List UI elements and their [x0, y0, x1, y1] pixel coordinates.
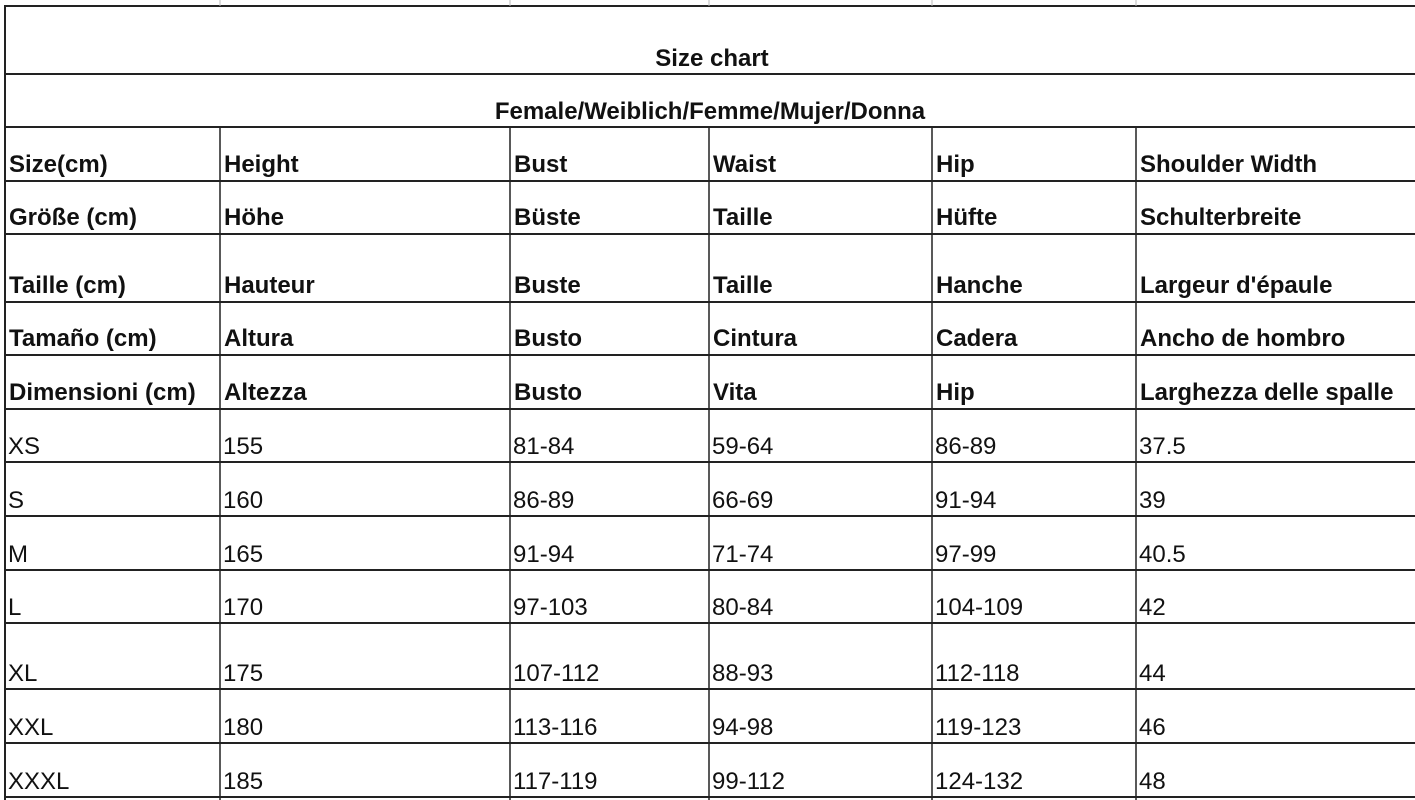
- data-cell: 94-98: [712, 714, 773, 741]
- header-cell: Größe (cm): [9, 204, 137, 231]
- header-cell: Hip: [936, 379, 975, 406]
- header-cell: Höhe: [224, 204, 284, 231]
- data-cell: 185: [223, 768, 263, 795]
- header-cell: Hüfte: [936, 204, 997, 231]
- data-cell: 113-116: [513, 714, 598, 741]
- header-cell: Larghezza delle spalle: [1140, 379, 1393, 406]
- data-cell: 160: [223, 487, 263, 514]
- data-cell: 170: [223, 594, 263, 621]
- header-cell: Büste: [514, 204, 581, 231]
- header-cell: Hanche: [936, 272, 1023, 299]
- data-cell: XS: [8, 433, 40, 460]
- data-cell: 88-93: [712, 660, 773, 687]
- header-cell: Ancho de hombro: [1140, 325, 1345, 352]
- data-cell: 97-103: [513, 594, 588, 621]
- data-cell: 81-84: [513, 433, 574, 460]
- data-cell: 66-69: [712, 487, 773, 514]
- header-cell: Cintura: [713, 325, 798, 352]
- header-cell: Altura: [224, 325, 294, 352]
- header-cell: Tamaño (cm): [9, 325, 157, 352]
- header-cell: Schulterbreite: [1140, 204, 1301, 231]
- header-cell: Busto: [514, 379, 582, 406]
- data-cell: 91-94: [513, 541, 574, 568]
- data-cell: 44: [1139, 660, 1166, 687]
- data-cell: XXL: [8, 714, 53, 741]
- data-cell: 119-123: [935, 714, 1021, 741]
- header-cell: Largeur d'épaule: [1140, 272, 1332, 299]
- header-cell: Shoulder Width: [1140, 151, 1317, 178]
- data-cell: 86-89: [513, 487, 574, 514]
- data-cell: 91-94: [935, 487, 996, 514]
- data-cell: L: [8, 594, 21, 621]
- data-cell: 80-84: [712, 594, 773, 621]
- data-cell: S: [8, 487, 24, 514]
- header-cell: Taille (cm): [9, 272, 126, 299]
- header-cell: Vita: [713, 379, 757, 406]
- header-cell: Taille: [713, 272, 773, 299]
- data-cell: 37.5: [1139, 433, 1186, 460]
- data-cell: 155: [223, 433, 263, 460]
- data-cell: 39: [1139, 487, 1166, 514]
- data-cell: 48: [1139, 768, 1166, 795]
- data-cell: XXXL: [8, 768, 69, 795]
- data-cell: 46: [1139, 714, 1166, 741]
- data-cell: 99-112: [712, 768, 785, 795]
- data-cell: 180: [223, 714, 263, 741]
- data-cell: 59-64: [712, 433, 773, 460]
- header-cell: Size(cm): [9, 151, 108, 178]
- header-cell: Hauteur: [224, 272, 315, 299]
- data-cell: 165: [223, 541, 263, 568]
- header-cell: Bust: [514, 151, 567, 178]
- data-cell: XL: [8, 660, 37, 687]
- data-cell: 124-132: [935, 768, 1023, 795]
- data-cell: 112-118: [935, 660, 1020, 687]
- header-cell: Busto: [514, 325, 582, 352]
- header-cell: Hip: [936, 151, 975, 178]
- header-cell: Waist: [713, 151, 776, 178]
- data-cell: 107-112: [513, 660, 599, 687]
- data-cell: 104-109: [935, 594, 1023, 621]
- table-subtitle: Female/Weiblich/Femme/Mujer/Donna: [495, 98, 926, 125]
- data-cell: 40.5: [1139, 541, 1186, 568]
- header-cell: Height: [224, 151, 299, 178]
- header-cell: Cadera: [936, 325, 1018, 352]
- header-cell: Dimensioni (cm): [9, 379, 196, 406]
- table-title: Size chart: [655, 45, 768, 72]
- data-cell: 42: [1139, 594, 1166, 621]
- data-cell: M: [8, 541, 28, 568]
- data-cell: 175: [223, 660, 263, 687]
- header-cell: Taille: [713, 204, 773, 231]
- header-cell: Buste: [514, 272, 581, 299]
- data-cell: 117-119: [513, 768, 598, 795]
- data-cell: 97-99: [935, 541, 996, 568]
- header-cell: Altezza: [224, 379, 307, 406]
- data-cell: 71-74: [712, 541, 773, 568]
- data-cell: 86-89: [935, 433, 996, 460]
